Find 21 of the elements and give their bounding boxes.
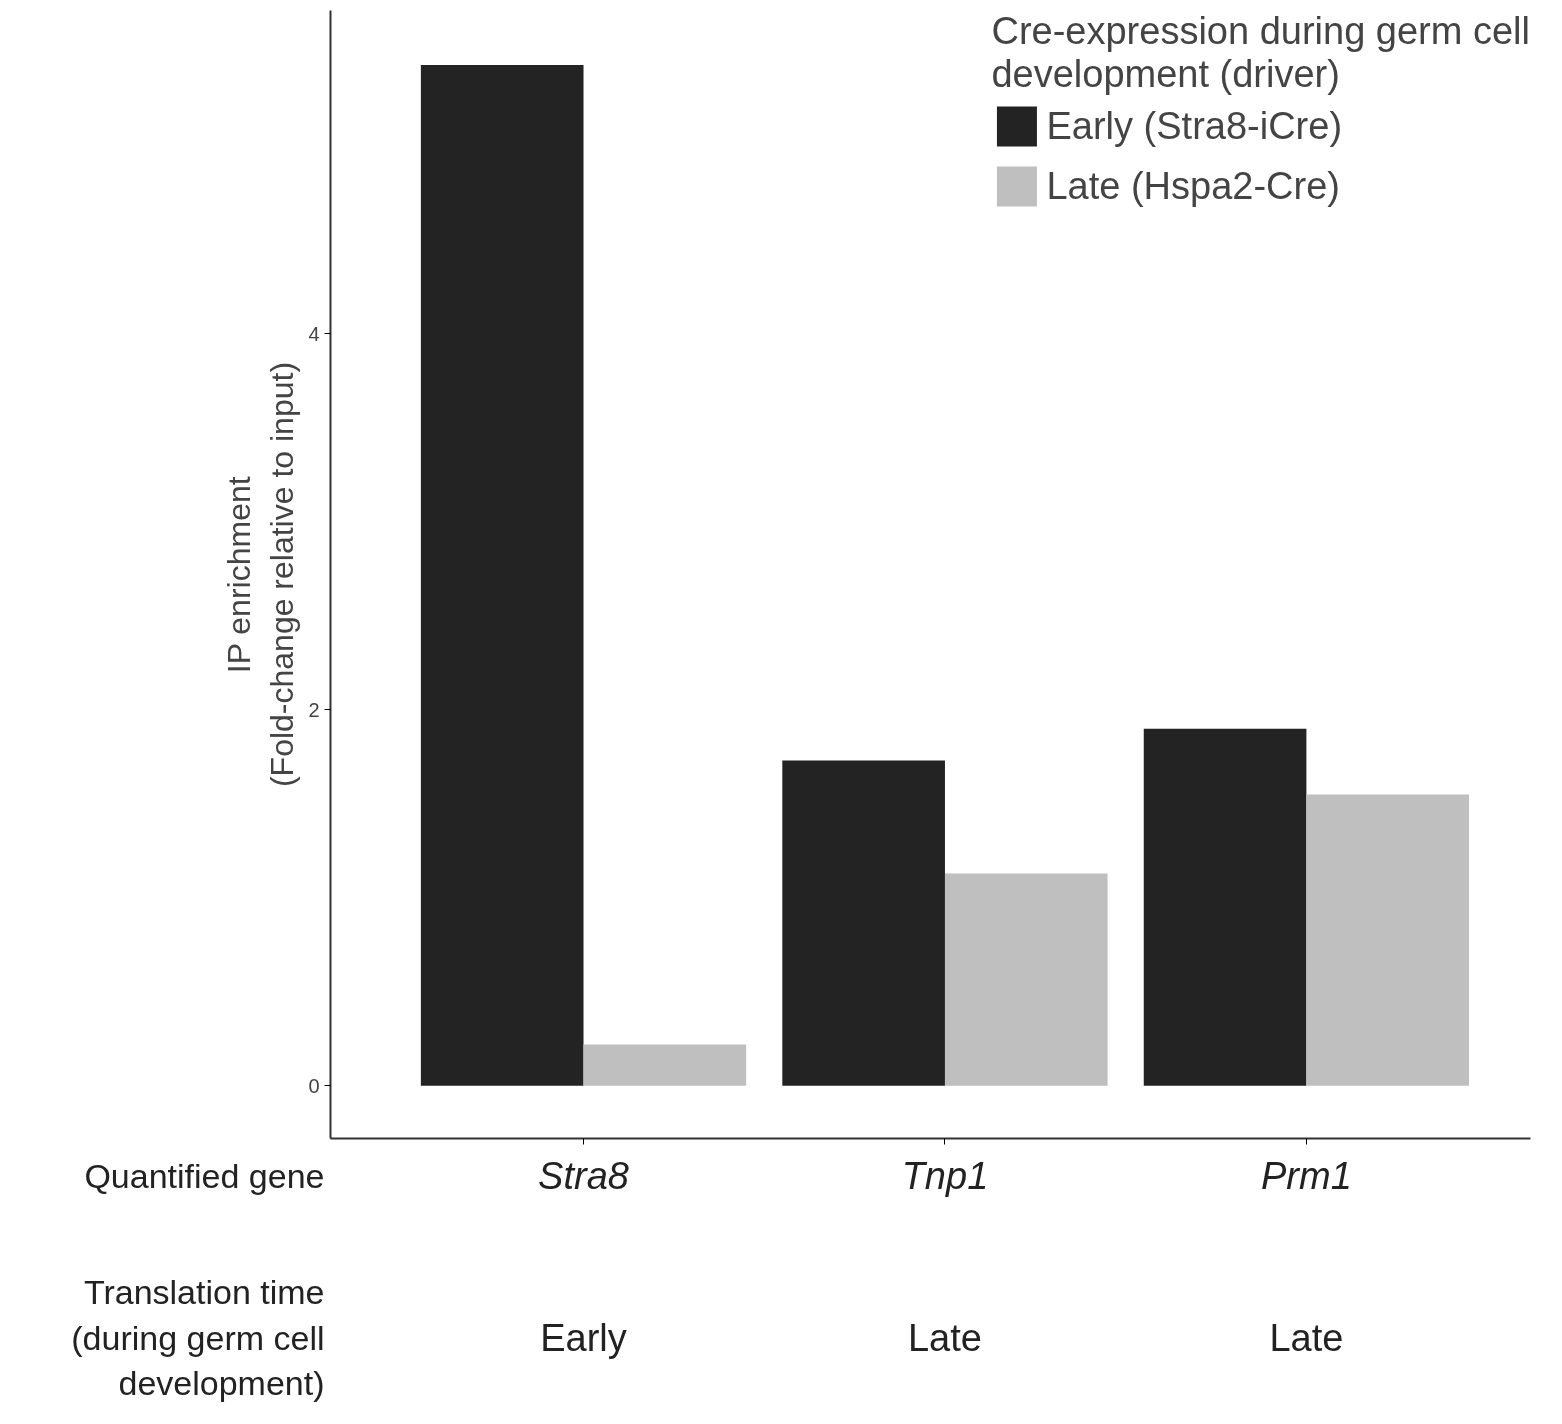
bar <box>1143 728 1307 1086</box>
bar <box>944 873 1108 1086</box>
y-tick-label: 4 <box>308 322 320 345</box>
x-tick-label: Prm1 <box>1261 1154 1352 1197</box>
bar <box>420 65 584 1086</box>
legend-title: Cre-expression during germ cell development (driver) <box>991 10 1530 96</box>
bar <box>1306 794 1470 1086</box>
x-tick-label: Tnp1 <box>901 1154 989 1197</box>
legend-label: Late (Hspa2-Cre) <box>1046 164 1340 208</box>
text: Late <box>1269 1316 1344 1359</box>
text: Quantified gene <box>84 1156 325 1195</box>
y-tick-label: 0 <box>308 1074 320 1097</box>
x-tick-label: Stra8 <box>538 1154 629 1197</box>
bar <box>583 1044 747 1086</box>
bar <box>782 760 945 1086</box>
text: Early <box>540 1316 627 1359</box>
y-axis-title: IP enrichment (Fold-change relative to input) <box>221 361 301 788</box>
text: Translation time (during germ cell development) <box>71 1272 325 1403</box>
legend-label: Early (Stra8-iCre) <box>1046 104 1343 148</box>
y-tick-label: 2 <box>308 698 320 721</box>
text: Late <box>907 1316 982 1359</box>
